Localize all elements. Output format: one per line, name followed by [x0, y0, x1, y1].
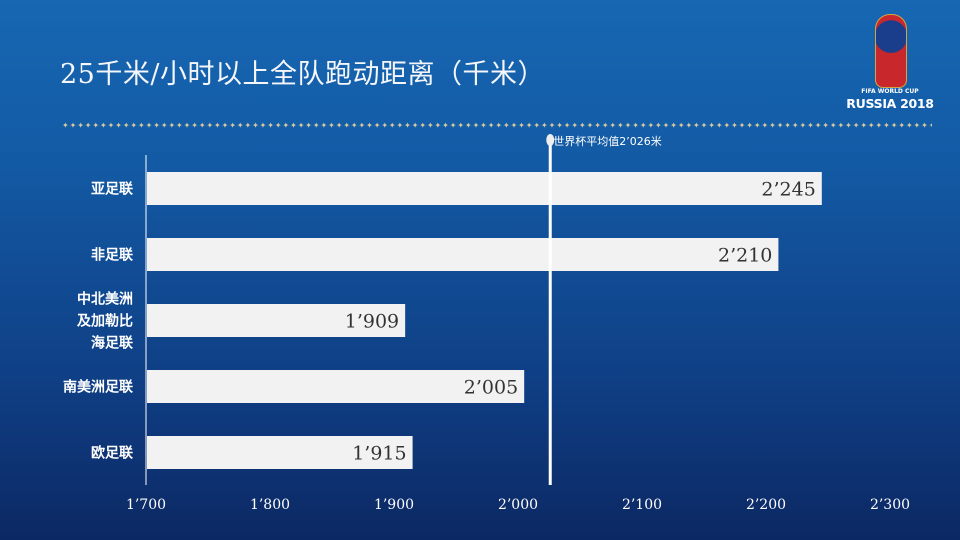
bar — [147, 370, 525, 403]
bar — [147, 436, 413, 469]
bar — [147, 238, 779, 271]
average-reference-label: 世界杯平均值2’026米 — [553, 134, 662, 148]
x-tick-label: 1’700 — [126, 497, 166, 513]
category-label: 亚足联 — [91, 182, 134, 198]
average-marker-icon — [546, 134, 555, 146]
category-label: 南美洲足联 — [63, 379, 134, 396]
decorative-divider: ✦✦✦✦✦✦✦✦✦✦✦✦✦✦✦✦✦✦✦✦✦✦✦✦✦✦✦✦✦✦✦✦✦✦✦✦✦✦✦✦… — [62, 121, 932, 130]
trophy-icon — [875, 14, 907, 88]
bar — [147, 304, 406, 337]
x-tick-label: 2’100 — [622, 497, 662, 513]
bar-value-label: 2’210 — [718, 245, 772, 267]
bar-value-label: 2’005 — [464, 377, 518, 399]
x-tick-label: 2’000 — [498, 497, 538, 513]
logo-line2: RUSSIA 2018 — [846, 96, 934, 111]
bar — [147, 172, 822, 205]
category-label: 非足联 — [91, 247, 134, 264]
bar-value-label: 1’909 — [345, 311, 399, 333]
x-tick-label: 2’200 — [746, 497, 786, 513]
x-tick-label: 1’800 — [250, 497, 290, 513]
logo-line1: FIFA WORLD CUP — [861, 88, 919, 95]
category-label: 中北美洲及加勒比海足联 — [77, 291, 134, 352]
page-title: 25千米/小时以上全队跑动距离（千米） — [60, 59, 545, 90]
x-tick-label: 2’300 — [870, 497, 910, 513]
category-label: 欧足联 — [91, 445, 134, 462]
bar-value-label: 1’915 — [352, 443, 406, 465]
x-tick-label: 1’900 — [374, 497, 414, 513]
world-cup-logo: FIFA WORLD CUP RUSSIA 2018 — [845, 14, 935, 114]
bar-value-label: 2’245 — [761, 179, 815, 201]
